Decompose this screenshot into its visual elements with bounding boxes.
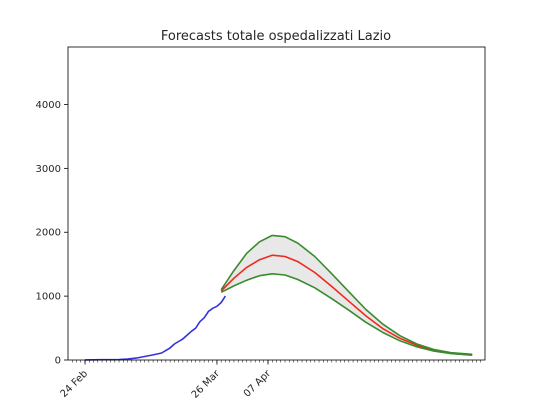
x-tick-label: 24 Feb (59, 368, 91, 400)
y-tick-label: 1000 (36, 292, 61, 303)
plot-frame (67, 46, 486, 361)
y-tick-label: 2000 (36, 228, 61, 239)
series-line-forecast-central (220, 254, 473, 356)
chart-title: Forecasts totale ospedalizzati Lazio (161, 29, 391, 44)
series-line-observed (84, 295, 227, 361)
y-tick-label: 3000 (36, 164, 61, 175)
x-tick-label: 07 Apr (242, 368, 274, 400)
y-tick-label: 4000 (36, 100, 61, 111)
x-tick-label: 26 Mar (190, 368, 223, 401)
series-line-forecast-upper (220, 234, 473, 356)
series-line-forecast-lower (220, 272, 473, 356)
y-tick-label: 0 (55, 356, 61, 367)
plot-area: 0 1000 2000 3000 4000 24 Feb 26 Mar 07 Apr (36, 46, 486, 401)
forecast-band (221, 235, 473, 356)
